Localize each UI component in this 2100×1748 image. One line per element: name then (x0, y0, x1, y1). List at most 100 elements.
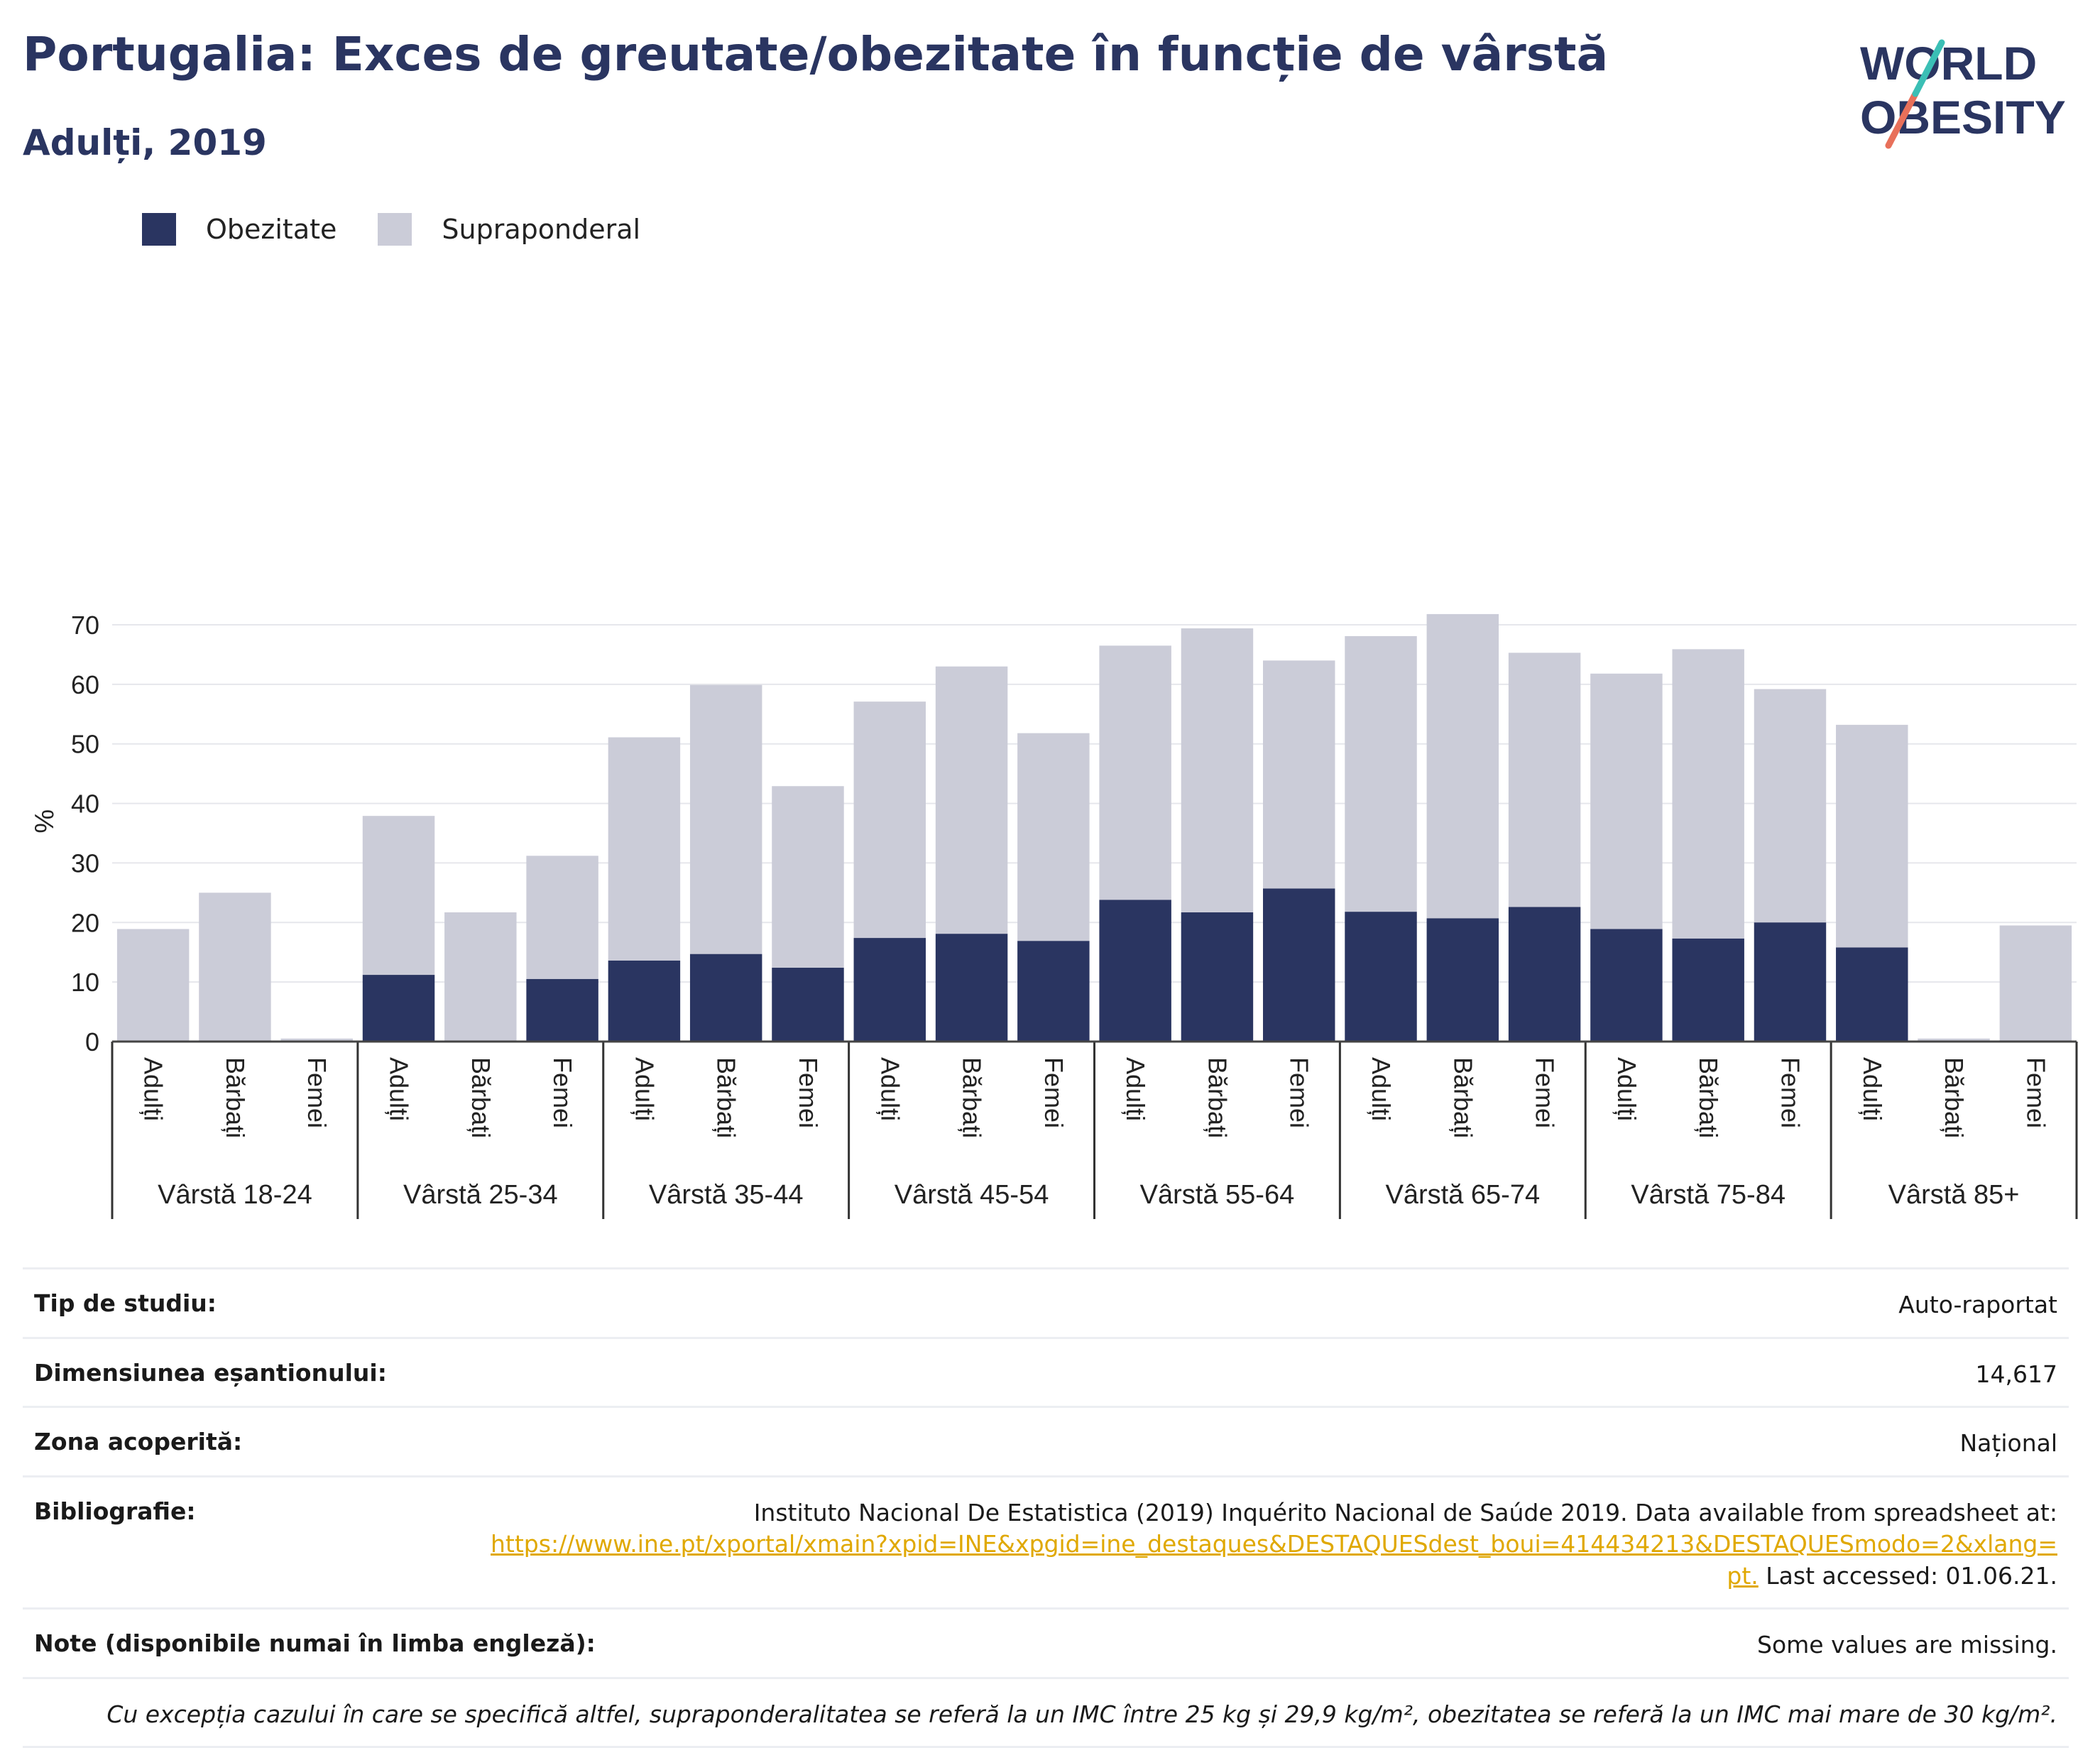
bar-obezitate (1426, 918, 1499, 1042)
x-tick-label: Femei (1776, 1057, 1805, 1128)
info-row-bibliography: Bibliografie: Instituto Nacional De Esta… (23, 1475, 2069, 1608)
bar-supraponderal (1999, 925, 2072, 1042)
bar-obezitate (362, 975, 435, 1042)
bibliography-value: Instituto Nacional De Estatistica (2019)… (491, 1497, 2057, 1593)
y-axis-label: % (30, 809, 60, 834)
bar-obezitate (1672, 938, 1744, 1042)
group-label: Vârstă 35-44 (649, 1180, 804, 1210)
info-row-coverage: Zona acoperită: Național (23, 1406, 2069, 1475)
x-tick-label: Adulți (1367, 1057, 1396, 1121)
bibliography-link-end[interactable]: pt. (1727, 1561, 1759, 1590)
bar-supraponderal (1672, 649, 1744, 939)
bar-supraponderal (526, 856, 598, 979)
info-row-footnote: Cu excepția cazului în care se specifică… (23, 1676, 2069, 1748)
bibliography-link[interactable]: https://www.ine.pt/xportal/xmain?xpid=IN… (491, 1530, 2057, 1558)
x-tick-label: Femei (1285, 1057, 1314, 1128)
bar-obezitate (1017, 941, 1090, 1042)
y-tick-label: 30 (71, 848, 99, 878)
bar-supraponderal (935, 666, 1008, 934)
bar-supraponderal (280, 1038, 353, 1042)
x-tick-label: Femei (2021, 1057, 2050, 1128)
world-obesity-logo: WORLD OBESITY (1860, 37, 2066, 149)
bar-supraponderal (199, 892, 271, 1042)
x-tick-label: Bărbați (466, 1057, 496, 1138)
bar-obezitate (1590, 929, 1663, 1042)
bar-obezitate (526, 978, 598, 1042)
bar-supraponderal (1181, 628, 1254, 913)
bar-supraponderal (1263, 660, 1335, 889)
svg-text:WORLD: WORLD (1860, 37, 2037, 89)
bar-obezitate (1345, 912, 1417, 1042)
info-row-sample-size: Dimensiunea eșantionului: 14,617 (23, 1336, 2069, 1406)
notes-value: Some values are missing. (1757, 1631, 2057, 1659)
bibliography-label: Bibliografie: (34, 1497, 196, 1525)
study-info-table: Tip de studiu: Auto-raportat Dimensiunea… (23, 1267, 2069, 1748)
legend-item-obezitate: Obezitate (142, 213, 337, 246)
group-label: Vârstă 45-54 (895, 1180, 1049, 1210)
page-subtitle: Adulți, 2019 (23, 122, 267, 163)
info-row-study-type: Tip de studiu: Auto-raportat (23, 1267, 2069, 1337)
group-label: Vârstă 55-64 (1140, 1180, 1295, 1210)
bar-supraponderal (1918, 1038, 1990, 1042)
bar-obezitate (1754, 922, 1827, 1042)
y-tick-label: 40 (71, 790, 99, 819)
page-title: Portugalia: Exces de greutate/obezitate … (23, 27, 1609, 82)
bar-supraponderal (1426, 613, 1499, 919)
x-tick-label: Femei (548, 1057, 577, 1128)
bar-supraponderal (1508, 652, 1581, 907)
x-tick-label: Adulți (1612, 1057, 1641, 1121)
notes-label: Note (disponibile numai în limba engleză… (34, 1629, 596, 1658)
study-type-label: Tip de studiu: (34, 1289, 217, 1317)
chart-legend: Obezitate Supraponderal (142, 213, 682, 246)
y-tick-label: 60 (71, 670, 99, 699)
x-tick-label: Bărbați (1940, 1057, 1969, 1138)
x-tick-label: Femei (1531, 1057, 1560, 1128)
group-label: Vârstă 85+ (1888, 1180, 2020, 1210)
y-tick-label: 50 (71, 730, 99, 759)
bar-supraponderal (1836, 724, 1908, 948)
bibliography-text: Instituto Nacional De Estatistica (2019)… (753, 1498, 2057, 1526)
legend-item-supraponderal: Supraponderal (378, 213, 640, 246)
bar-obezitate (1181, 912, 1254, 1042)
x-tick-label: Femei (302, 1057, 332, 1128)
group-label: Vârstă 25-34 (403, 1180, 558, 1210)
x-tick-label: Adulți (630, 1057, 659, 1121)
bar-obezitate (935, 934, 1008, 1042)
bar-obezitate (1263, 888, 1335, 1042)
bar-supraponderal (116, 929, 190, 1042)
x-tick-label: Bărbați (1694, 1057, 1723, 1138)
x-tick-label: Adulți (139, 1057, 168, 1121)
bar-supraponderal (608, 737, 681, 961)
x-tick-label: Bărbați (712, 1057, 741, 1138)
x-tick-label: Bărbați (1448, 1057, 1477, 1138)
legend-swatch-obezitate (142, 213, 176, 246)
x-tick-label: Bărbați (1203, 1057, 1232, 1138)
bibliography-accessed: Last accessed: 01.06.21. (1758, 1561, 2057, 1590)
bar-supraponderal (1590, 673, 1663, 929)
bar-supraponderal (1099, 645, 1171, 900)
bar-obezitate (608, 960, 681, 1042)
legend-label-supraponderal: Supraponderal (442, 214, 641, 245)
legend-label-obezitate: Obezitate (206, 214, 337, 245)
y-tick-label: 70 (71, 611, 99, 640)
bar-obezitate (1508, 907, 1581, 1042)
bar-obezitate (689, 954, 762, 1042)
coverage-label: Zona acoperită: (34, 1428, 243, 1456)
bar-supraponderal (362, 816, 435, 976)
bar-obezitate (1099, 900, 1171, 1042)
bar-supraponderal (772, 786, 844, 968)
x-tick-label: Bărbați (958, 1057, 987, 1138)
x-tick-label: Adulți (385, 1057, 414, 1121)
study-type-value: Auto-raportat (1898, 1291, 2057, 1318)
bmi-footnote: Cu excepția cazului în care se specifică… (106, 1700, 2057, 1728)
sample-size-value: 14,617 (1975, 1360, 2057, 1388)
group-label: Vârstă 18-24 (158, 1180, 312, 1210)
info-row-notes: Note (disponibile numai în limba engleză… (23, 1607, 2069, 1677)
legend-swatch-supraponderal (378, 213, 412, 246)
stacked-bar-chart: 0 10 20 30 40 50 60 70% Adulți Bărbați Femei Vârstă… (30, 611, 2078, 1219)
x-tick-label: Femei (794, 1057, 823, 1128)
group-label: Vârstă 75-84 (1631, 1180, 1785, 1210)
y-tick-label: 20 (71, 908, 99, 937)
bar-supraponderal (853, 701, 926, 939)
bar-supraponderal (1754, 689, 1827, 923)
